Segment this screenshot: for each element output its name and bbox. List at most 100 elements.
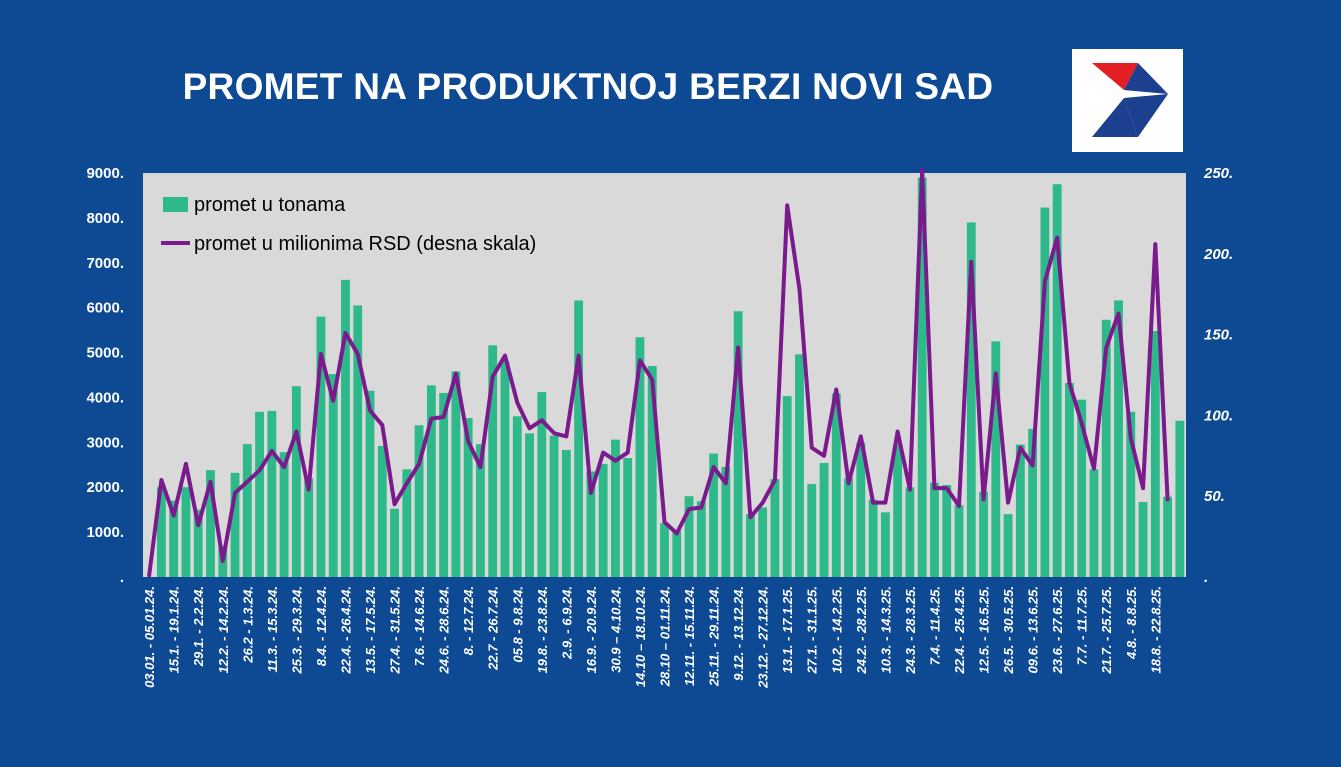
x-tick-label: 13.1. - 17.1.25.	[780, 586, 795, 673]
bar-tonnes	[672, 530, 682, 577]
x-tick-label: 22.4. - 26.4.24.	[339, 586, 354, 674]
bar-tonnes	[696, 501, 706, 577]
x-tick-label: 10.2. - 14.2.25.	[829, 586, 844, 673]
bar-tonnes	[304, 478, 314, 577]
legend-label-rsd: promet u milionima RSD (desna skala)	[194, 233, 536, 255]
bar-tonnes	[611, 439, 620, 577]
bar-tonnes	[242, 444, 252, 577]
x-tick-label: 11.3. - 15.3.24.	[265, 586, 280, 673]
bar-tonnes	[917, 177, 927, 578]
y-left-tick-label: 9000.	[86, 165, 124, 182]
x-tick-label: 8. - 12.7.24.	[461, 586, 476, 655]
x-tick-label: 15.1. - 19.1.24.	[167, 586, 182, 673]
x-tick-label: 30.9 – 4.10.24.	[608, 586, 623, 673]
x-tick-label: 24.3. - 28.3.25.	[903, 586, 918, 674]
berza-logo	[1072, 49, 1183, 152]
x-tick-label: 2.9. - 6.9.24.	[559, 586, 574, 660]
y-right-tick-label: .	[1204, 569, 1208, 586]
y-right-tick-label: 50.	[1204, 488, 1225, 505]
y-right-tick-label: 100.	[1204, 407, 1233, 424]
bar-tonnes	[770, 479, 780, 577]
x-tick-label: 05.8 - 9.8.24.	[510, 586, 525, 663]
bar-tonnes	[1138, 502, 1148, 577]
y-left-tick-label: 6000.	[86, 300, 124, 317]
bar-tonnes	[831, 393, 841, 577]
x-tick-label: 22.7 - 26.7.24.	[486, 586, 501, 671]
bar-tonnes	[856, 442, 866, 577]
bar-tonnes	[193, 509, 203, 577]
y-right-tick-label: 150.	[1204, 327, 1233, 344]
x-tick-label: 19.8. - 23.8.24.	[535, 586, 550, 673]
y-right-tick-label: 200.	[1203, 246, 1233, 263]
bar-tonnes	[647, 366, 657, 577]
bar-tonnes	[807, 484, 817, 577]
bar-tonnes	[991, 341, 1001, 577]
bar-tonnes	[402, 469, 412, 577]
bar-tonnes	[930, 482, 939, 577]
bar-tonnes	[1028, 428, 1038, 577]
bar-tonnes	[414, 425, 424, 577]
bar-tonnes	[328, 374, 338, 577]
x-tick-label: 26.5. - 30.5.25.	[1001, 586, 1016, 674]
bar-tonnes	[586, 471, 596, 577]
x-tick-label: 16.9. - 20.9.24.	[584, 586, 599, 673]
x-tick-label: 23.12. - 27.12.24.	[756, 586, 771, 689]
bar-tonnes	[279, 452, 289, 577]
x-tick-label: 4.8. - 8.8.25.	[1124, 586, 1139, 660]
bar-tonnes	[966, 222, 976, 577]
y-right-tick-label: 250.	[1203, 165, 1233, 182]
x-tick-label: 18.8. - 22.8.25.	[1148, 586, 1163, 673]
bar-tonnes	[721, 467, 731, 577]
bar-tonnes	[635, 337, 645, 577]
bar-tonnes	[156, 487, 166, 577]
y-left-tick-label: 3000.	[86, 434, 124, 451]
bar-tonnes	[291, 386, 301, 577]
bar-tonnes	[426, 385, 436, 577]
y-left-tick-label: 1000.	[86, 524, 124, 541]
bar-tonnes	[316, 316, 326, 577]
x-tick-label: 21.7. - 25.7.25.	[1099, 586, 1114, 674]
x-tick-label: 12.2. - 14.2.24.	[216, 586, 231, 673]
x-tick-label: 12.11. - 15.11.24.	[682, 586, 697, 686]
bar-tonnes	[549, 435, 559, 577]
bar-tonnes	[880, 512, 890, 577]
x-tick-label: 25.3. - 29.3.24.	[289, 586, 304, 674]
bar-tonnes	[488, 345, 498, 577]
bar-tonnes	[1114, 300, 1123, 577]
x-tick-label: 22.4. - 25.4.25.	[952, 586, 967, 674]
bar-tonnes	[1003, 514, 1013, 577]
bar-tonnes	[230, 472, 240, 577]
bar-tonnes	[476, 444, 485, 577]
bar-tonnes	[623, 458, 633, 577]
bar-tonnes	[267, 410, 277, 577]
x-tick-label: 7.4. - 11.4.25.	[928, 586, 943, 665]
bar-tonnes	[365, 390, 375, 577]
bar-tonnes	[353, 305, 363, 577]
bar-tonnes	[660, 523, 669, 577]
bar-tonnes	[1175, 420, 1185, 577]
bar-tonnes	[782, 396, 792, 577]
y-left-tick-label: 7000.	[86, 255, 124, 272]
x-tick-label: 26.2 - 1.3.24.	[240, 586, 255, 664]
bar-tonnes	[439, 392, 449, 577]
bar-tonnes	[954, 505, 964, 577]
y-left-tick-label: 2000.	[86, 479, 124, 496]
bar-tonnes	[451, 371, 461, 577]
bar-tonnes	[745, 514, 755, 577]
x-tick-label: 12.5. - 16.5.25.	[977, 586, 992, 673]
bar-tonnes	[942, 484, 952, 577]
bar-tonnes	[1126, 411, 1136, 577]
x-tick-label: 7.6. - 14.6.24.	[412, 586, 427, 666]
bar-tonnes	[512, 416, 522, 577]
bar-tonnes	[795, 354, 804, 577]
bar-tonnes	[169, 500, 179, 577]
bar-tonnes	[684, 496, 694, 577]
bar-tonnes	[390, 508, 399, 577]
x-tick-label: 23.6. - 27.6.25.	[1050, 586, 1065, 674]
y-left-tick-label: 5000.	[86, 345, 124, 362]
bar-tonnes	[525, 433, 534, 577]
x-tick-label: 25.11. - 29.11.24.	[707, 586, 722, 687]
bar-tonnes	[206, 470, 215, 577]
y-left-tick-label: 8000.	[86, 210, 124, 227]
